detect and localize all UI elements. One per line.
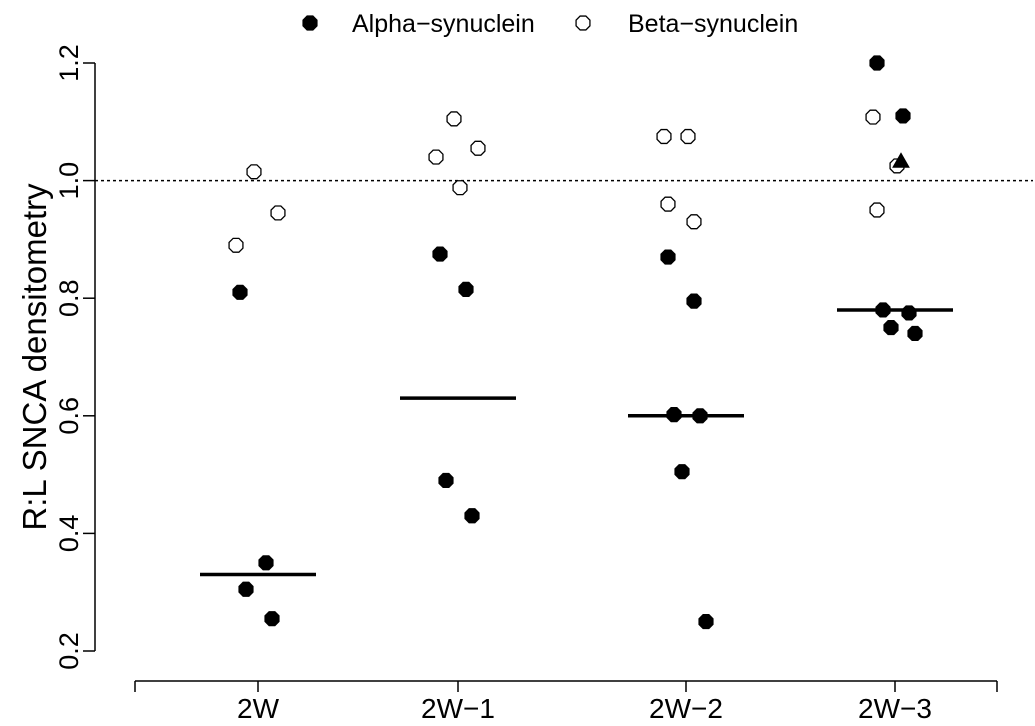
legend-label: Beta−synuclein [628,10,798,38]
alpha-synuclein-point [264,611,280,627]
x-tick-label: 2W−3 [858,693,932,724]
alpha-synuclein-point [686,293,702,309]
alpha-synuclein-point [438,472,454,489]
x-axis: 2W 2W−1 2W−2 2W−3 [134,680,998,724]
legend: Alpha−synuclein Beta−synuclein [302,10,798,38]
alpha-synuclein-point [458,281,474,297]
y-axis: 0.2 0.4 0.6 0.8 1.0 1.2 [54,44,96,670]
x-tick-label: 2W−1 [421,693,495,724]
alpha-synuclein-point [895,108,911,124]
alpha-synuclein-point [232,284,248,300]
legend-marker-alpha [302,15,318,31]
beta-synuclein-point [428,149,444,165]
alpha-synuclein-point [238,581,254,597]
y-tick-label: 1.0 [54,162,84,200]
y-tick-label: 0.8 [54,279,84,317]
y-tick-label: 1.2 [54,44,84,82]
y-tick-label: 0.6 [54,397,84,435]
beta-synuclein-point [686,214,702,230]
triangle-marker [892,152,910,168]
alpha-synuclein-point [875,302,891,318]
data-points [228,55,923,630]
beta-synuclein-point [228,237,244,253]
legend-label: Alpha−synuclein [352,10,535,38]
alpha-synuclein-point [901,305,917,321]
beta-synuclein-point [869,202,885,218]
beta-synuclein-point [470,140,486,156]
median-lines [200,308,953,577]
alpha-synuclein-point [883,320,899,336]
beta-synuclein-point [446,111,462,127]
legend-marker-beta [575,15,591,31]
beta-synuclein-point [656,128,672,145]
beta-synuclein-point [246,164,262,180]
alpha-synuclein-point [869,55,885,71]
beta-synuclein-point [270,205,286,221]
y-tick-label: 0.4 [54,515,84,553]
alpha-synuclein-point [698,614,714,630]
x-tick-label: 2W−2 [649,693,723,724]
beta-synuclein-point [865,109,881,125]
alpha-synuclein-point [692,408,708,424]
alpha-synuclein-point [660,249,676,265]
y-tick-label: 0.2 [54,632,84,670]
beta-synuclein-point [452,180,468,196]
beta-synuclein-point [680,128,696,145]
alpha-synuclein-point [464,508,480,524]
alpha-synuclein-point [907,325,923,342]
alpha-synuclein-point [674,464,690,480]
alpha-synuclein-point [666,407,682,423]
x-tick-label: 2W [237,693,280,724]
beta-synuclein-point [660,196,676,212]
alpha-synuclein-point [258,555,274,571]
y-axis-title: R:L SNCA densitometry [16,183,53,531]
alpha-synuclein-point [432,246,448,262]
